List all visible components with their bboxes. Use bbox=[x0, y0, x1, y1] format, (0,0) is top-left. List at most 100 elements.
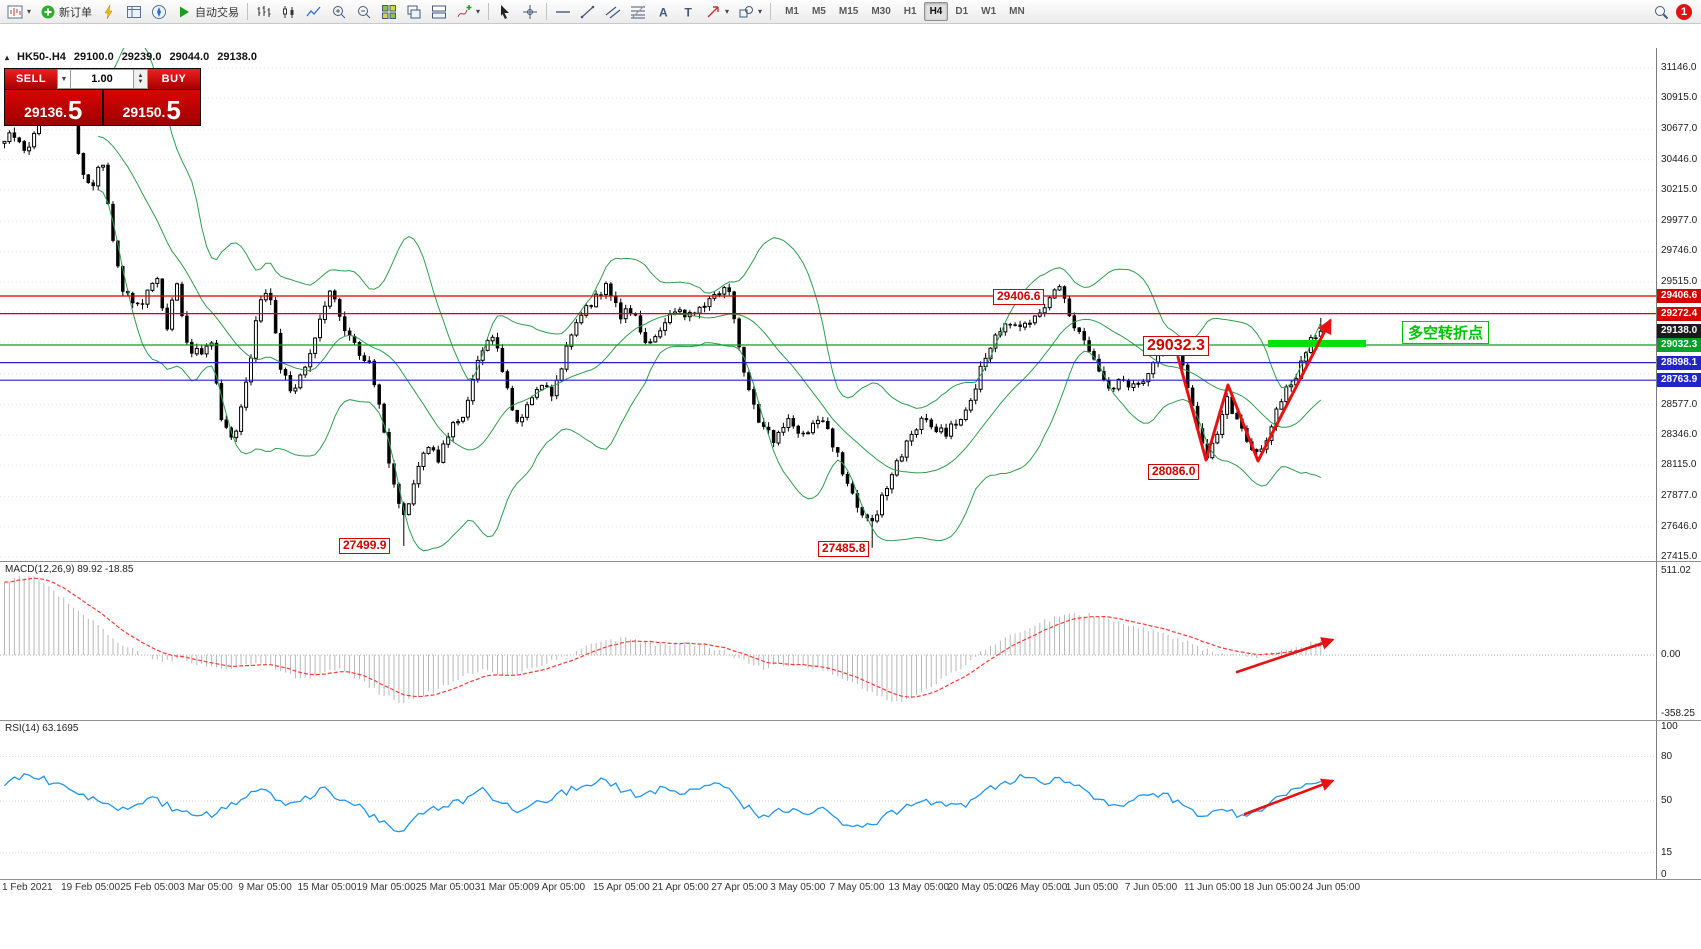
time-label: 24 Jun 05:00 bbox=[1302, 882, 1361, 893]
experts-button[interactable] bbox=[97, 2, 121, 22]
shapes-tool[interactable]: ▾ bbox=[734, 2, 766, 22]
price-tick: 29977.0 bbox=[1661, 215, 1698, 227]
rsi-line bbox=[4, 773, 1322, 833]
trend-arrow[interactable] bbox=[1235, 637, 1335, 674]
turning-point-label[interactable]: 多空转折点 bbox=[1402, 321, 1490, 344]
arrange-windows-button[interactable] bbox=[427, 2, 451, 22]
market-watch-button[interactable] bbox=[122, 2, 146, 22]
auto-trading-button[interactable]: 自动交易 bbox=[172, 2, 243, 22]
timeframe-mn[interactable]: MN bbox=[1009, 6, 1025, 17]
sell-button[interactable]: SELL bbox=[5, 69, 57, 89]
horizontal-line-tool[interactable] bbox=[551, 2, 575, 22]
timeframe-m1[interactable]: M1 bbox=[785, 6, 799, 17]
price-tick: 29515.0 bbox=[1661, 275, 1698, 287]
notification-badge[interactable]: 1 bbox=[1676, 3, 1692, 20]
play-icon bbox=[180, 6, 190, 17]
pane-separator-rsi[interactable] bbox=[0, 720, 1701, 721]
new-chart-icon bbox=[7, 5, 23, 18]
spinner-down-icon[interactable]: ▼ bbox=[137, 79, 144, 85]
timeframe-w1[interactable]: W1 bbox=[981, 6, 997, 17]
chart-window[interactable]: 1 Feb 2021 19 Feb 05:00 25 Feb 05:00 3 Mar … bbox=[0, 24, 1701, 949]
price-tick: 28577.0 bbox=[1661, 398, 1698, 410]
buy-price-main: 29150. bbox=[122, 104, 166, 120]
price-tick: 28346.0 bbox=[1661, 428, 1698, 440]
timeframe-d1[interactable]: D1 bbox=[955, 6, 969, 17]
pane-separator-macd[interactable] bbox=[0, 561, 1701, 562]
price-annotation-label[interactable]: 29406.6 bbox=[993, 289, 1045, 305]
time-label: 1 Jun 05:00 bbox=[1065, 882, 1119, 893]
rsi-tick: 15 bbox=[1661, 846, 1673, 858]
timeframe-m5[interactable]: M5 bbox=[811, 6, 826, 17]
macd-histogram bbox=[4, 575, 1322, 704]
crosshair-button[interactable] bbox=[518, 2, 542, 22]
sell-price[interactable]: 29136. 5 bbox=[5, 90, 102, 125]
time-label: 13 May 05:00 bbox=[888, 882, 950, 893]
main-chart-canvas[interactable] bbox=[0, 48, 1656, 562]
timeframe-m30[interactable]: M30 bbox=[871, 6, 891, 17]
time-label: 27 Apr 05:00 bbox=[711, 882, 768, 893]
volume-input[interactable]: 1.00 bbox=[71, 69, 134, 89]
line-chart-button[interactable] bbox=[302, 2, 326, 22]
candlestick-chart-button[interactable] bbox=[277, 2, 301, 22]
rsi-tick: 100 bbox=[1661, 721, 1678, 732]
zoom-in-button[interactable] bbox=[327, 2, 351, 22]
volume-dropdown[interactable]: ▼ bbox=[57, 69, 71, 89]
timeframe-h1[interactable]: H1 bbox=[903, 6, 917, 17]
timeframe-h4[interactable]: H4 bbox=[923, 2, 949, 21]
cascade-windows-button[interactable] bbox=[402, 2, 426, 22]
buy-button[interactable]: BUY bbox=[148, 69, 200, 89]
text-tool[interactable]: A bbox=[651, 2, 675, 22]
macd-canvas[interactable] bbox=[0, 562, 1656, 720]
trendline-tool[interactable] bbox=[576, 2, 600, 22]
toolbar-separator bbox=[247, 3, 249, 20]
time-label: 7 May 05:00 bbox=[829, 882, 885, 893]
time-label: 15 Apr 05:00 bbox=[593, 882, 650, 893]
spinner-up-icon[interactable]: ▲ bbox=[137, 73, 144, 79]
price-tag: 29138.0 bbox=[1657, 324, 1701, 339]
cursor-icon bbox=[501, 4, 510, 19]
time-label: 20 May 05:00 bbox=[947, 882, 1009, 893]
toolbar-separator bbox=[546, 3, 548, 20]
channel-icon bbox=[605, 6, 621, 18]
volume-spinner[interactable]: ▲ ▼ bbox=[134, 69, 148, 89]
price-tag: 28763.9 bbox=[1657, 373, 1701, 388]
new-order-button[interactable]: 新订单 bbox=[36, 2, 96, 22]
indicators-button[interactable]: ▾ bbox=[452, 2, 484, 22]
price-annotation-label[interactable]: 27499.9 bbox=[339, 538, 391, 554]
macd-tick: 0.00 bbox=[1661, 649, 1681, 660]
time-label: 26 May 05:00 bbox=[1006, 882, 1068, 893]
zoom-out-button[interactable] bbox=[352, 2, 376, 22]
cursor-button[interactable] bbox=[493, 2, 517, 22]
bar-chart-button[interactable] bbox=[252, 2, 276, 22]
navigator-button[interactable] bbox=[147, 2, 171, 22]
time-label: 18 Jun 05:00 bbox=[1243, 882, 1301, 893]
timeframe-m15[interactable]: M15 bbox=[838, 6, 859, 17]
shapes-icon bbox=[739, 5, 754, 17]
experts-icon bbox=[104, 4, 113, 19]
chevron-down-icon: ▾ bbox=[27, 7, 32, 16]
text-icon: A bbox=[659, 5, 668, 19]
search-icon bbox=[1655, 5, 1669, 19]
search-button[interactable] bbox=[1649, 2, 1673, 22]
price-scale[interactable]: 31146.0 30915.0 30677.0 30446.0 30215.0 29977… bbox=[1656, 48, 1701, 880]
svg-text:T: T bbox=[685, 5, 693, 19]
price-annotation-label[interactable]: 28086.0 bbox=[1148, 464, 1200, 480]
tile-windows-button[interactable] bbox=[377, 2, 401, 22]
label-tool[interactable]: T bbox=[676, 2, 700, 22]
time-label: 31 Mar 05:00 bbox=[474, 882, 534, 893]
time-label: 15 Mar 05:00 bbox=[297, 882, 357, 893]
new-chart-button[interactable]: ▾ bbox=[3, 2, 35, 22]
trend-arrow[interactable] bbox=[1176, 318, 1332, 463]
fibonacci-tool[interactable] bbox=[626, 2, 650, 22]
time-label: 1 Feb 2021 bbox=[2, 882, 53, 893]
time-axis[interactable]: 1 Feb 2021 19 Feb 05:00 25 Feb 05:00 3 Mar … bbox=[0, 880, 1656, 898]
channel-tool[interactable] bbox=[601, 2, 625, 22]
cascade-windows-icon bbox=[407, 5, 421, 18]
buy-price[interactable]: 29150. 5 bbox=[103, 90, 200, 125]
collapse-icon[interactable]: ▴ bbox=[5, 52, 10, 62]
price-annotation-label[interactable]: 27485.8 bbox=[818, 541, 870, 557]
trend-arrow[interactable] bbox=[1243, 778, 1335, 816]
arrows-tool[interactable]: ▾ bbox=[701, 2, 733, 22]
price-annotation-label[interactable]: 29032.3 bbox=[1143, 336, 1209, 357]
rsi-canvas[interactable] bbox=[0, 721, 1656, 879]
